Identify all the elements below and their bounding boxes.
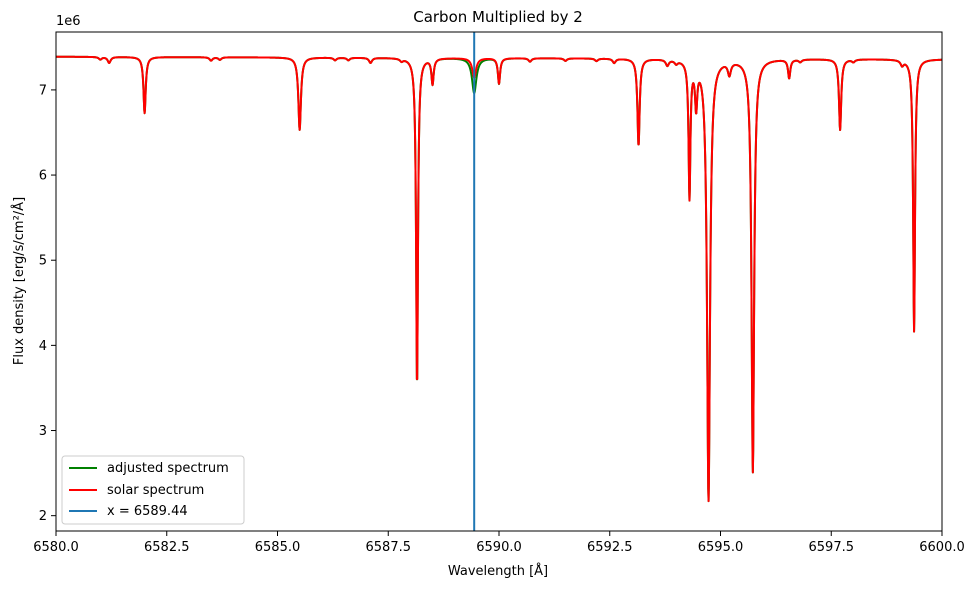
y-axis-title: Flux density [erg/s/cm²/Å]	[11, 197, 27, 365]
x-tick-label: 6580.0	[33, 540, 79, 555]
series-line-solar	[56, 55, 942, 503]
y-axis-ticks: 2 3 4 5 6 7	[39, 83, 56, 524]
x-tick-label: 6597.5	[809, 540, 855, 555]
x-axis-title: Wavelength [Å]	[448, 563, 548, 579]
x-tick-label: 6592.5	[587, 540, 633, 555]
x-tick-label: 6595.0	[698, 540, 744, 555]
y-tick-label: 5	[39, 254, 47, 269]
y-tick-label: 3	[39, 424, 47, 439]
y-tick-label: 7	[39, 83, 47, 98]
x-tick-label: 6590.0	[476, 540, 522, 555]
y-tick-label: 4	[39, 339, 47, 354]
legend-label-solar: solar spectrum	[107, 483, 204, 498]
y-tick-label: 2	[39, 509, 47, 524]
x-axis-ticks: 6580.0 6582.5 6585.0 6587.5 6590.0 6592.5 6595…	[33, 531, 965, 555]
legend: adjusted spectrum solar spectrum x = 658…	[61, 455, 245, 525]
x-tick-label: 6600.0	[919, 540, 965, 555]
x-tick-label: 6587.5	[366, 540, 412, 555]
legend-label-adjusted: adjusted spectrum	[107, 461, 229, 476]
legend-box	[61, 455, 245, 525]
x-tick-label: 6582.5	[144, 540, 190, 555]
plot-series-group	[56, 32, 942, 531]
x-tick-label: 6585.0	[255, 540, 301, 555]
chart-title: Carbon Multiplied by 2	[413, 8, 583, 26]
y-offset-text: 1e6	[56, 14, 81, 29]
legend-label-vline: x = 6589.44	[107, 504, 188, 519]
y-tick-label: 6	[39, 169, 47, 184]
